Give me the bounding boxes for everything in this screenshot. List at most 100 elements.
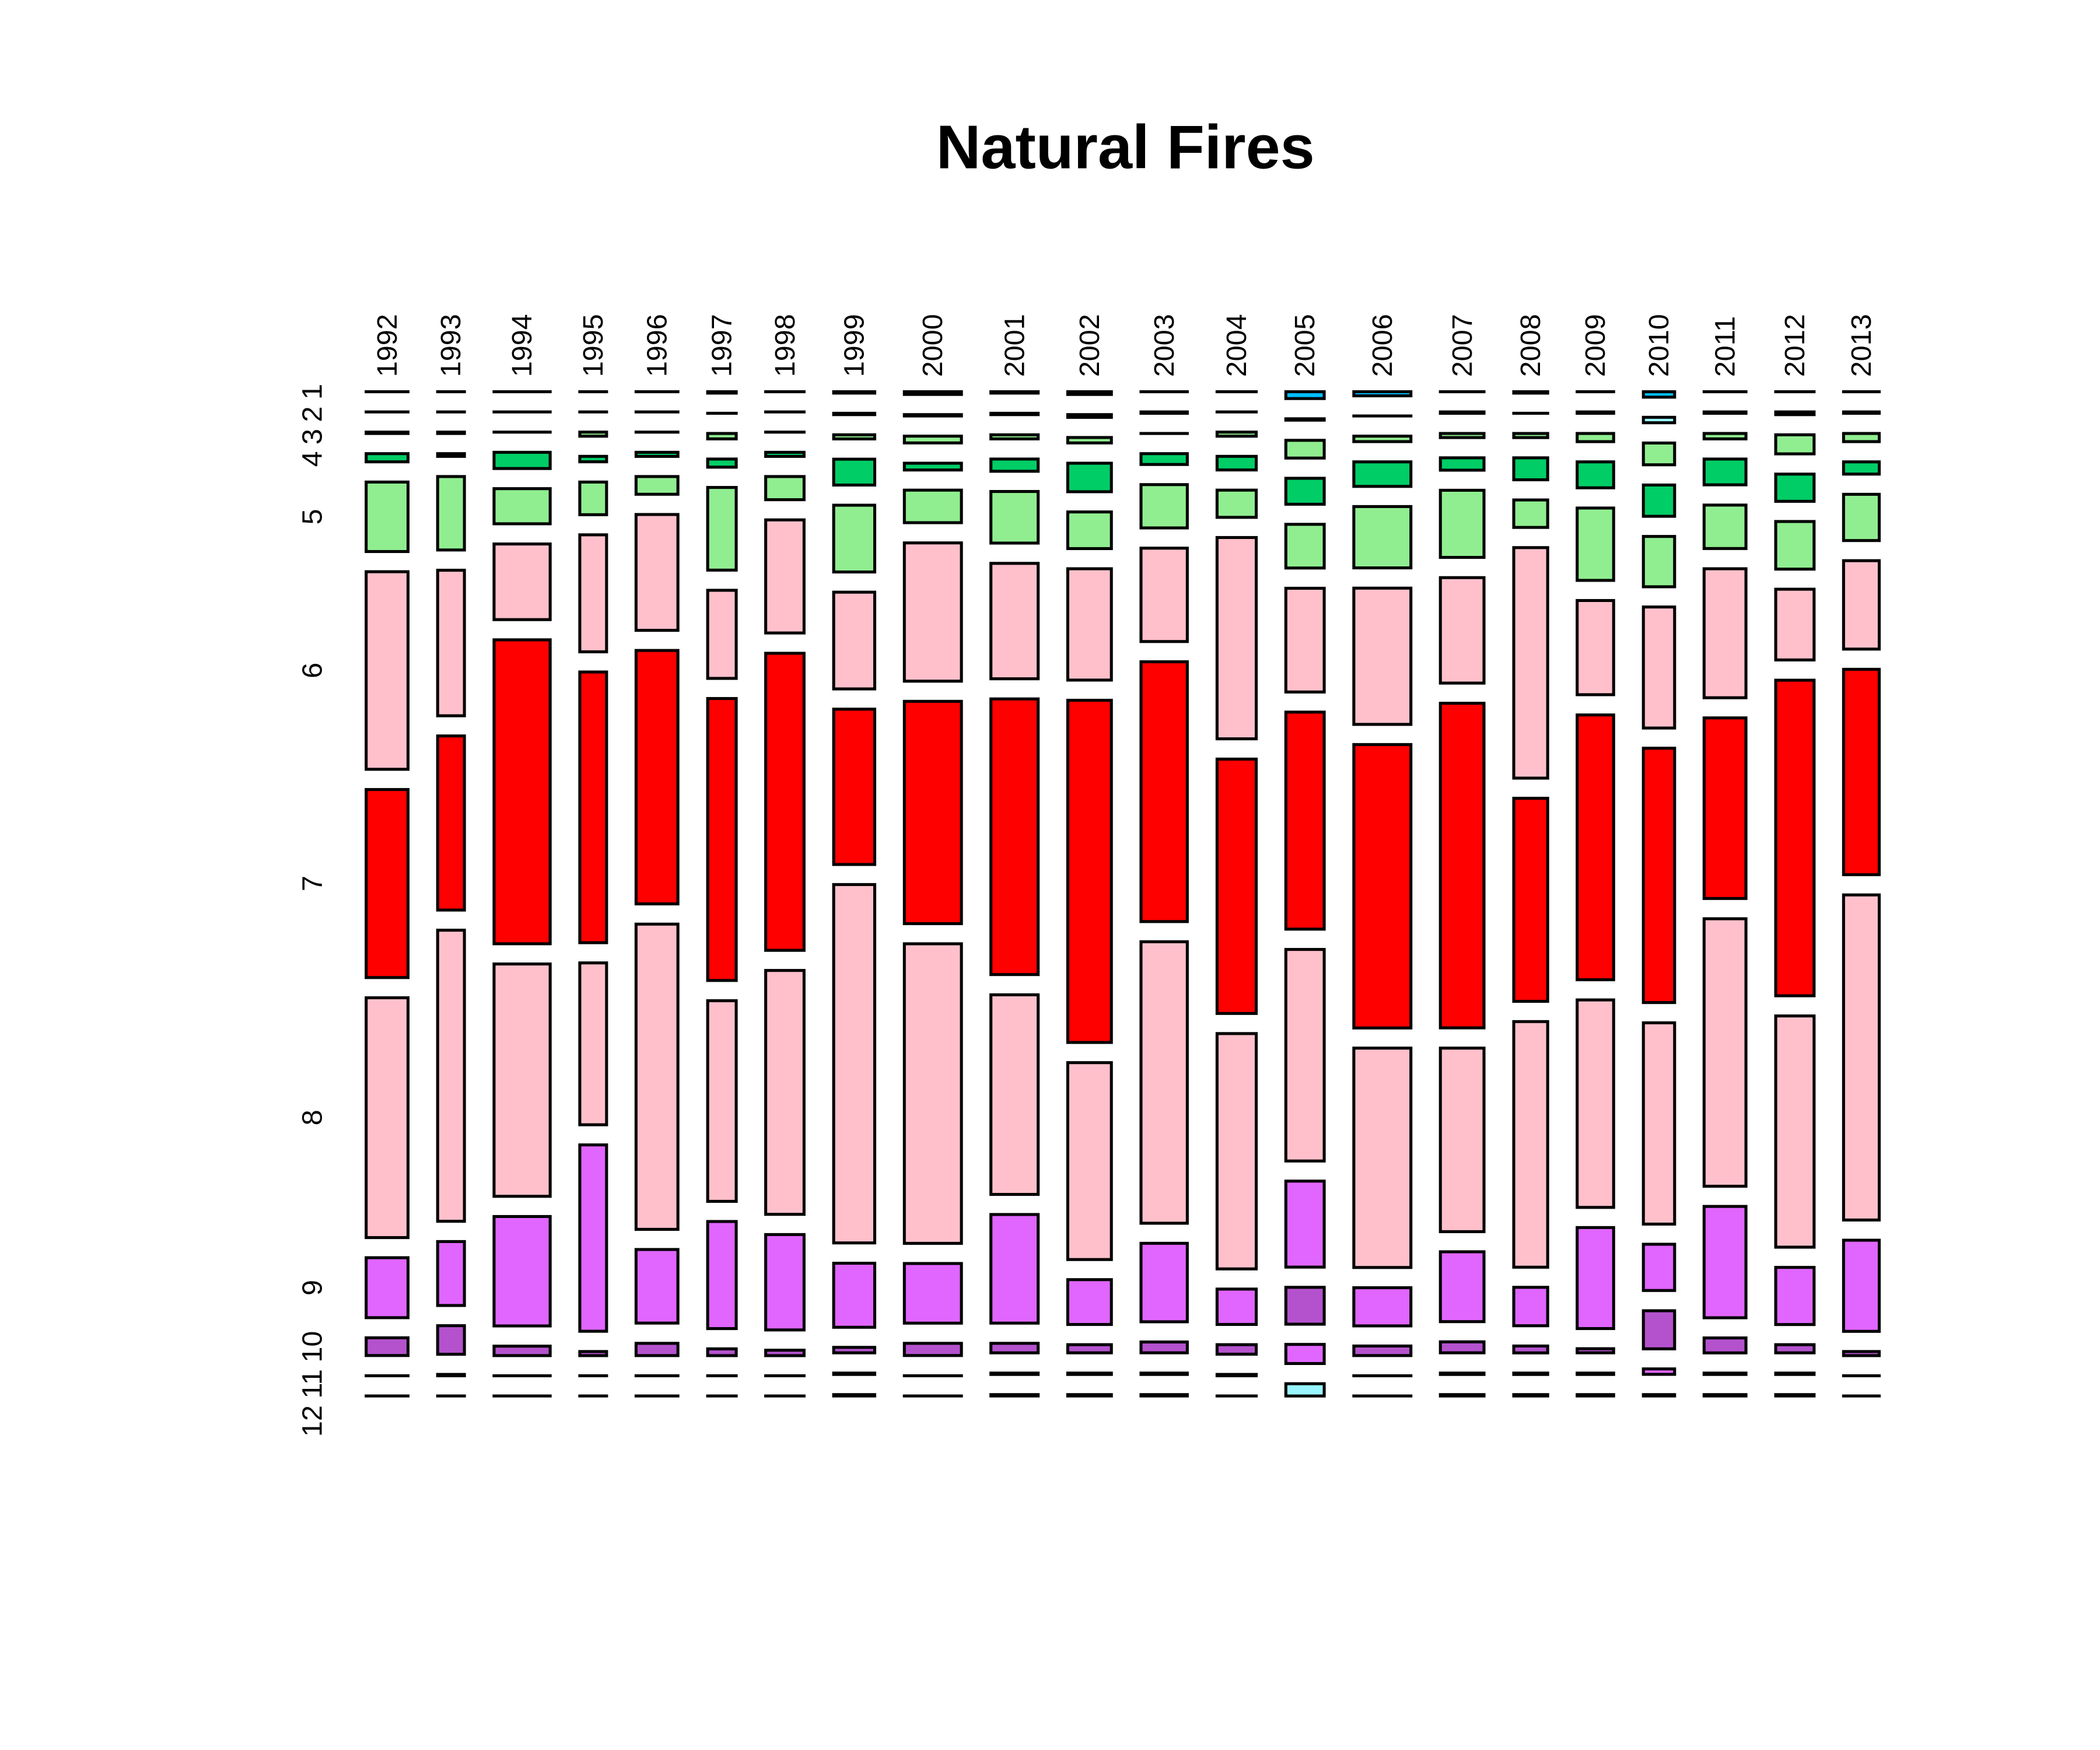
cell-2007-month-5 [1438, 488, 1486, 559]
cell-2008-month-10 [1512, 1344, 1549, 1354]
month-label: 11 [297, 1369, 328, 1398]
cell-2000-month-10 [902, 1342, 963, 1357]
cell-2006-month-10 [1352, 1344, 1413, 1357]
cell-2009-month-9 [1576, 1226, 1615, 1331]
cell-2013-month-6 [1842, 559, 1881, 651]
cell-1999-month-12 [832, 1393, 877, 1398]
cell-2004-month-4 [1215, 454, 1258, 472]
cell-2002-month-6 [1066, 567, 1113, 682]
cell-1996-month-7 [634, 649, 680, 906]
cell-2005-month-8 [1284, 948, 1326, 1163]
year-label: 1998 [769, 314, 801, 377]
cell-2003-month-2 [1139, 410, 1189, 415]
cell-2001-month-1 [989, 390, 1040, 395]
cell-2000-month-7 [902, 699, 963, 925]
cell-2010-month-7 [1642, 747, 1676, 1005]
cell-1994-month-7 [492, 638, 552, 946]
cell-2001-month-3 [989, 433, 1040, 440]
cell-2007-month-6 [1438, 576, 1486, 685]
cell-2012-month-6 [1774, 587, 1816, 662]
cell-2000-month-8 [902, 942, 963, 1245]
cell-2005-month-11 [1284, 1343, 1326, 1366]
cell-1996-month-9 [634, 1248, 680, 1325]
cell-2009-month-2 [1576, 410, 1615, 415]
cell-1994-month-5 [492, 487, 552, 526]
month-label: 5 [297, 509, 328, 524]
cell-2005-month-3 [1284, 439, 1326, 460]
year-label: 1993 [435, 314, 467, 377]
cell-2003-month-4 [1139, 452, 1189, 466]
cell-2005-month-2 [1284, 417, 1326, 422]
cell-2012-month-7 [1774, 678, 1816, 998]
cell-1996-month-4 [634, 450, 680, 458]
cell-2004-month-9 [1215, 1287, 1258, 1326]
cell-2010-month-9 [1642, 1242, 1676, 1292]
cell-1993-month-5 [436, 475, 466, 552]
cell-2007-month-4 [1438, 456, 1486, 472]
cell-2005-month-6 [1284, 586, 1326, 694]
cell-1995-month-8 [578, 961, 608, 1126]
cell-2011-month-2 [1702, 410, 1748, 415]
cell-2001-month-10 [989, 1342, 1040, 1354]
cell-1993-month-9 [436, 1240, 466, 1307]
cell-2011-month-6 [1702, 567, 1748, 699]
cell-2005-month-7 [1284, 710, 1326, 931]
cell-2003-month-12 [1139, 1393, 1189, 1398]
cell-2000-month-9 [902, 1262, 963, 1325]
cell-2005-month-10 [1284, 1286, 1326, 1326]
cell-2007-month-7 [1438, 702, 1486, 1030]
cell-1995-month-6 [578, 533, 608, 653]
cell-2000-month-5 [902, 488, 963, 524]
cell-1995-month-9 [578, 1143, 608, 1333]
cell-2008-month-11 [1512, 1371, 1549, 1376]
cell-1996-month-5 [634, 475, 680, 496]
cell-2002-month-7 [1066, 698, 1113, 1044]
cell-2005-month-5 [1284, 523, 1326, 570]
cell-2001-month-9 [989, 1213, 1040, 1325]
cell-2011-month-4 [1702, 457, 1748, 487]
cell-2011-month-8 [1702, 917, 1748, 1188]
cell-2005-month-9 [1284, 1180, 1326, 1269]
cell-2009-month-12 [1576, 1393, 1615, 1398]
cell-1997-month-7 [706, 696, 738, 982]
cell-1998-month-10 [764, 1349, 806, 1357]
cell-2010-month-3 [1642, 441, 1676, 467]
year-label: 2000 [917, 314, 949, 377]
cell-2006-month-7 [1352, 743, 1413, 1030]
cell-2012-month-4 [1774, 473, 1816, 503]
cell-2010-month-4 [1642, 483, 1676, 518]
cell-1996-month-8 [634, 922, 680, 1231]
cell-2003-month-10 [1139, 1340, 1189, 1354]
year-label: 2003 [1149, 314, 1180, 377]
cell-1995-month-10 [578, 1350, 608, 1357]
cell-2012-month-2 [1774, 410, 1816, 416]
cell-2009-month-11 [1576, 1371, 1615, 1376]
cell-1999-month-8 [832, 883, 877, 1245]
cell-2001-month-5 [989, 490, 1040, 545]
cell-2005-month-12 [1284, 1382, 1326, 1398]
cell-1993-month-11 [436, 1373, 466, 1378]
cell-2003-month-9 [1139, 1241, 1189, 1324]
cell-2009-month-5 [1576, 506, 1615, 582]
cell-1997-month-1 [706, 390, 738, 395]
cell-1995-month-7 [578, 670, 608, 944]
cell-2007-month-2 [1438, 410, 1486, 415]
cell-2008-month-7 [1512, 796, 1549, 1003]
cell-2001-month-12 [989, 1393, 1040, 1398]
cell-2010-month-5 [1642, 535, 1676, 589]
cell-2000-month-4 [902, 461, 963, 472]
cell-2011-month-12 [1702, 1393, 1748, 1398]
cell-2013-month-10 [1842, 1350, 1881, 1357]
cell-2002-month-3 [1066, 436, 1113, 444]
cell-2011-month-5 [1702, 503, 1748, 550]
cell-2006-month-8 [1352, 1046, 1413, 1269]
cell-2009-month-3 [1576, 432, 1615, 443]
cell-2001-month-6 [989, 562, 1040, 681]
cell-1999-month-1 [832, 390, 877, 395]
cell-2004-month-11 [1215, 1373, 1258, 1378]
cell-1995-month-3 [578, 430, 608, 438]
year-label: 1995 [578, 314, 609, 377]
cell-2011-month-3 [1702, 432, 1748, 440]
